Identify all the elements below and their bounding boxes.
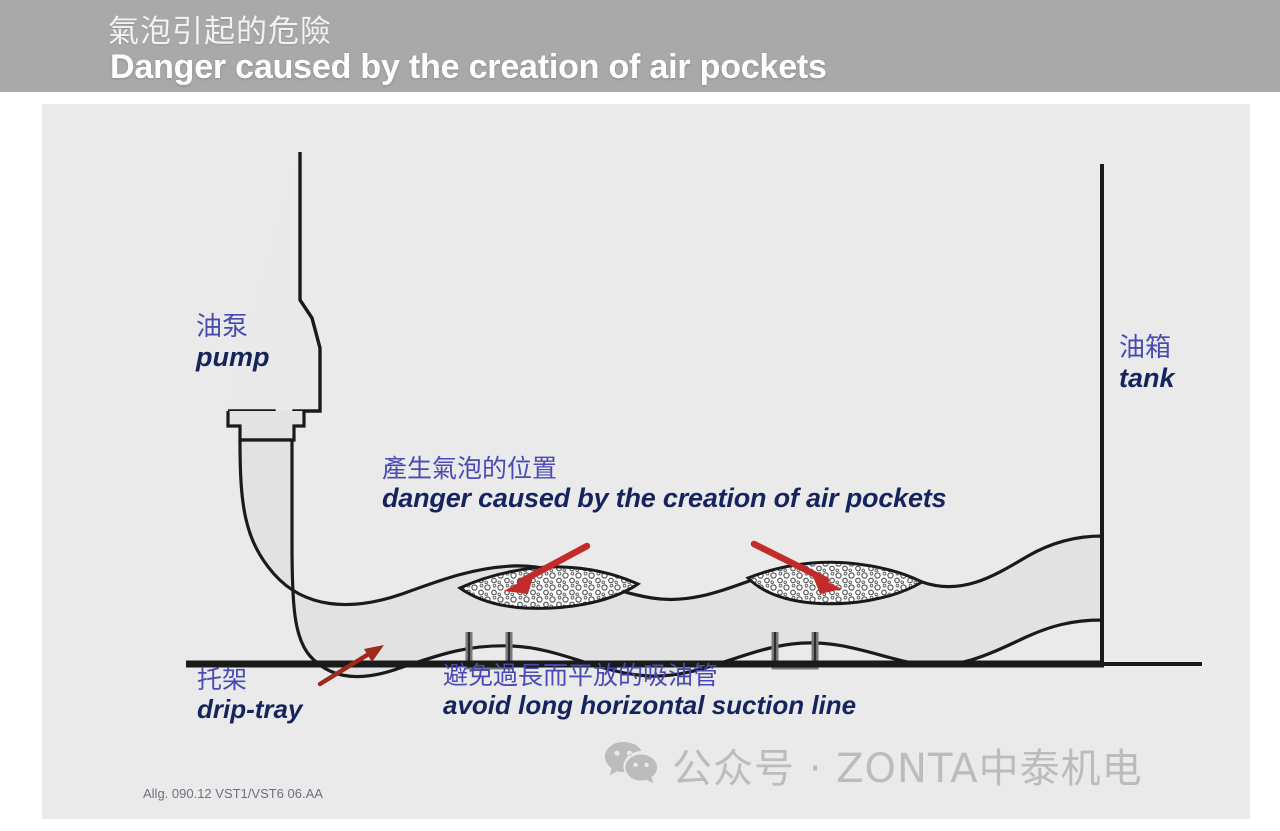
air-pocket-right	[745, 560, 926, 606]
label-pump-chinese: 油泵	[196, 312, 249, 342]
label-tank-chinese: 油箱	[1119, 333, 1172, 363]
tank-wall	[1100, 164, 1202, 666]
label-drip-tray-english: drip-tray	[197, 694, 303, 724]
air-pocket-left	[457, 565, 642, 610]
header-divider	[0, 92, 1280, 96]
pump-body	[226, 152, 322, 442]
arrow-to-left-pocket	[504, 542, 591, 594]
label-tank-english: tank	[1119, 363, 1175, 394]
watermark-text: 公众号 · ZONTA中泰机电	[672, 746, 1143, 792]
label-pump-english: pump	[196, 342, 270, 373]
label-tank: 油箱 tank	[1119, 334, 1175, 393]
header-title-english: Danger caused by the creation of air poc…	[110, 48, 827, 86]
label-air-pockets-chinese: 產生氣泡的位置	[382, 454, 558, 483]
wechat-icon	[604, 740, 658, 791]
arrow-to-drip-tray	[317, 645, 384, 687]
label-suction-line-chinese: 避免過長而平放的吸油管	[443, 661, 719, 690]
label-suction-line: 避免過長而平放的吸油管 avoid long horizontal suctio…	[443, 662, 856, 719]
label-air-pockets-english: danger caused by the creation of air poc…	[382, 483, 947, 513]
label-suction-line-english: avoid long horizontal suction line	[443, 690, 857, 720]
label-pump: 油泵 pump	[196, 313, 270, 372]
arrow-to-right-pocket	[750, 540, 842, 594]
header-title-chinese: 氣泡引起的危險	[108, 14, 332, 50]
reference-code: Allg. 090.12 VST1/VST6 06.AA	[143, 786, 323, 801]
label-drip-tray-chinese: 托架	[197, 665, 248, 694]
label-air-pockets: 產生氣泡的位置 danger caused by the creation of…	[382, 454, 947, 513]
header-banner: 氣泡引起的危險 Danger caused by the creation of…	[0, 0, 1280, 92]
hydraulic-schematic	[186, 152, 1202, 687]
watermark: 公众号 · ZONTA中泰机电	[604, 736, 1143, 794]
label-drip-tray: 托架 drip-tray	[197, 666, 302, 723]
diagram-panel	[42, 104, 1250, 819]
